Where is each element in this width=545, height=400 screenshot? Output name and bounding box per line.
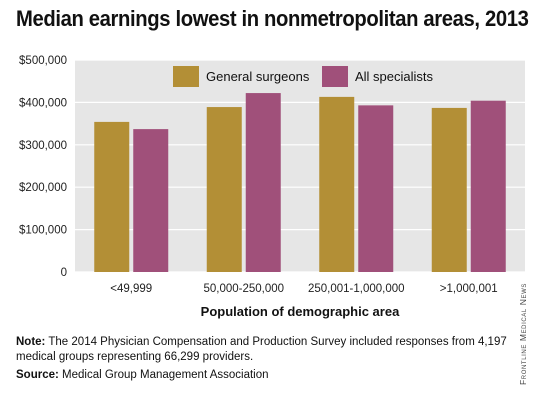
x-tick-label: 50,000-250,000 xyxy=(203,283,284,295)
x-axis-label: Population of demographic area xyxy=(201,304,400,319)
y-tick-label: $200,000 xyxy=(19,182,67,194)
chart-note: Note: The 2014 Physician Compensation an… xyxy=(16,335,516,364)
y-tick-label: $300,000 xyxy=(19,140,67,152)
legend-label: General surgeons xyxy=(206,69,310,84)
bar xyxy=(245,93,281,273)
credit-text: Frontline Medical News xyxy=(518,282,528,385)
bar xyxy=(358,105,394,272)
note-text: The 2014 Physician Compensation and Prod… xyxy=(16,336,507,363)
legend-swatch xyxy=(173,66,199,87)
note-label: Note: xyxy=(16,336,46,348)
bar xyxy=(319,96,355,272)
x-tick-label: <49,999 xyxy=(110,283,152,295)
source-label: Source: xyxy=(16,369,59,381)
bar-chart: 0 $100,000 $200,000 $300,000 $400,000 $500,00… xyxy=(19,55,525,319)
chart-title: Median earnings lowest in nonmetropolita… xyxy=(16,6,529,31)
source-text: Medical Group Management Association xyxy=(62,369,269,381)
y-tick-label: $400,000 xyxy=(19,97,67,109)
y-tick-label: $500,000 xyxy=(19,55,67,67)
bar xyxy=(470,100,506,272)
chart-source: Source: Medical Group Management Associa… xyxy=(16,369,269,381)
x-tick-label: 250,001-1,000,000 xyxy=(308,283,405,295)
bar xyxy=(206,107,242,273)
y-tick-label: $100,000 xyxy=(19,225,67,237)
bar xyxy=(431,107,467,272)
x-tick-label: >1,000,001 xyxy=(440,283,498,295)
bar xyxy=(94,121,130,273)
legend-swatch xyxy=(322,66,348,87)
y-tick-label: 0 xyxy=(61,267,67,279)
legend-label: All specialists xyxy=(355,69,434,84)
bar xyxy=(133,129,169,272)
